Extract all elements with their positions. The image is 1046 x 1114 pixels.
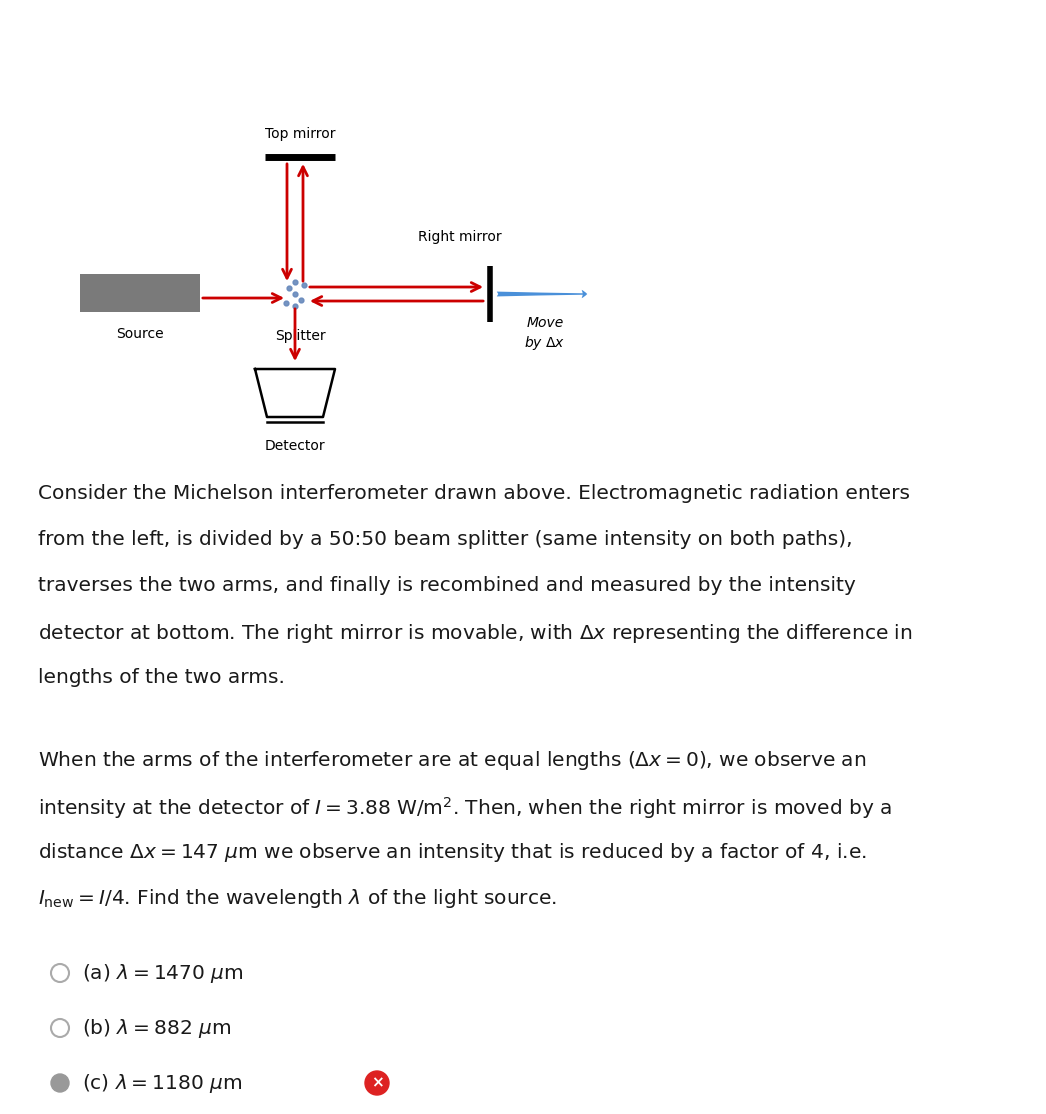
Text: Question 8: Interferometric spectrometer: wavelength: Question 8: Interferometric spectrometer… [14, 14, 657, 35]
Text: Detector: Detector [265, 439, 325, 453]
Text: Splitter: Splitter [275, 329, 325, 343]
FancyBboxPatch shape [79, 274, 200, 312]
Text: ×: × [370, 1075, 384, 1091]
Text: intensity at the detector of $I = 3.88$ W/m$^2$. Then, when the right mirror is : intensity at the detector of $I = 3.88$ … [38, 795, 892, 821]
Text: When the arms of the interferometer are at equal lengths ($\Delta x = 0$), we ob: When the arms of the interferometer are … [38, 749, 866, 772]
Text: Source: Source [116, 328, 164, 341]
Text: (c) $\lambda = 1180\ \mu$m: (c) $\lambda = 1180\ \mu$m [82, 1072, 243, 1094]
Text: detector at bottom. The right mirror is movable, with $\Delta x$ representing th: detector at bottom. The right mirror is … [38, 622, 912, 645]
Text: by $\Delta x$: by $\Delta x$ [524, 334, 566, 352]
Text: Top mirror: Top mirror [265, 127, 336, 141]
Text: traverses the two arms, and finally is recombined and measured by the intensity: traverses the two arms, and finally is r… [38, 576, 856, 595]
Text: distance $\Delta x = 147$ $\mu$m we observe an intensity that is reduced by a fa: distance $\Delta x = 147$ $\mu$m we obse… [38, 841, 867, 864]
Text: $I_{\mathrm{new}} = I/4$. Find the wavelength $\lambda$ of the light source.: $I_{\mathrm{new}} = I/4$. Find the wavel… [38, 887, 556, 910]
Text: (a) $\lambda = 1470\ \mu$m: (a) $\lambda = 1470\ \mu$m [82, 961, 244, 985]
Text: (b) $\lambda = 882\ \mu$m: (b) $\lambda = 882\ \mu$m [82, 1016, 231, 1039]
Text: from the left, is divided by a 50:50 beam splitter (same intensity on both paths: from the left, is divided by a 50:50 bea… [38, 530, 852, 549]
Text: Move: Move [526, 316, 564, 330]
Circle shape [365, 1071, 389, 1095]
Text: Consider the Michelson interferometer drawn above. Electromagnetic radiation ent: Consider the Michelson interferometer dr… [38, 483, 910, 504]
Text: lengths of the two arms.: lengths of the two arms. [38, 668, 285, 687]
Text: Right mirror: Right mirror [418, 229, 502, 244]
Circle shape [51, 1074, 69, 1092]
